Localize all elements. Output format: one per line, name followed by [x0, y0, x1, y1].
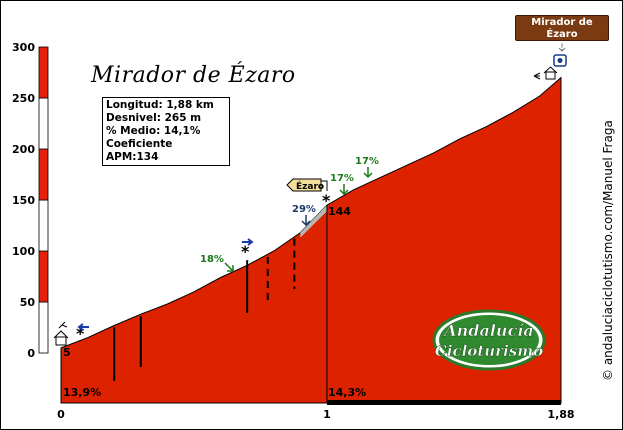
y-tick-label: 150 [12, 194, 35, 207]
start-house-icon [53, 321, 69, 346]
info-medio: % Medio: 14,1% [106, 125, 201, 137]
junction-asterisk-icon: * [322, 191, 331, 210]
ramp-17a-label: 17% [330, 173, 354, 184]
y-tick-label: 300 [12, 41, 35, 54]
scale-bar-segment [38, 97, 49, 150]
place-sign-ezaro: Ézaro [286, 178, 328, 192]
scale-bar-segment [38, 250, 49, 303]
summit-pointer-line [558, 42, 566, 52]
gradient-km0-label: 13,9% [63, 386, 101, 399]
bottom-axis-bar [326, 400, 561, 405]
y-tick-label: 50 [20, 296, 36, 309]
steep-section-highlight [300, 205, 327, 238]
ramp-18-label: 18% [200, 254, 224, 265]
ramp-17b-arrow-icon [363, 167, 373, 179]
scale-bar-segment [38, 46, 49, 99]
x-tick-labels: 0 1 1,88 [57, 408, 574, 421]
route-info-box: Longitud: 1,88 km Desnivel: 265 m % Medi… [102, 97, 230, 166]
gradient-km1-label: 14,3% [328, 386, 366, 399]
scale-bar-segment [38, 199, 49, 252]
summit-viewpoint-icon [533, 72, 541, 80]
gradient-marker-lines [113, 238, 296, 381]
x-tick-label: 1 [323, 408, 331, 421]
scale-bar-segment [38, 301, 49, 354]
scale-bar-segment [38, 148, 49, 201]
y-tick-label: 250 [12, 92, 35, 105]
info-desnivel: Desnivel: 265 m [106, 112, 202, 124]
ramp-17b-label: 17% [355, 156, 379, 167]
x-tick-label: 0 [57, 408, 65, 421]
ramp-17a-arrow-icon [339, 184, 349, 196]
chart-title: Mirador de Ézaro [91, 63, 296, 88]
place-sign-label: Ézaro [296, 180, 324, 192]
destination-sign: Mirador de Ézaro 270 m [515, 15, 609, 52]
y-tick-label: 0 [27, 347, 35, 360]
destination-name: Mirador de Ézaro [531, 17, 593, 40]
ramp-18-arrow-icon [224, 262, 234, 272]
km1-elevation-label: 144 [328, 205, 351, 218]
x-tick-label: 1,88 [547, 408, 574, 421]
start-elevation-label: 5 [63, 346, 71, 359]
junction-asterisk-icon: * [76, 324, 85, 343]
turn-arrow-icon [77, 323, 89, 331]
summit-house-icon [543, 66, 558, 80]
info-coeficiente: Coeficiente APM:134 [106, 138, 173, 163]
junction-asterisk-icon: * [241, 242, 250, 261]
y-tick-label: 100 [12, 245, 35, 258]
info-longitud: Longitud: 1,88 km [106, 99, 214, 111]
destination-elevation: 270 m [544, 41, 580, 52]
credit-text: © andaluciaciclotutismo.com/Manuel Fraga [601, 120, 615, 381]
ramp-29-label: 29% [292, 204, 316, 215]
y-tick-label: 200 [12, 143, 35, 156]
summit-camera-icon [553, 54, 567, 67]
y-tick-labels: 0 50 100 150 200 250 300 [12, 41, 35, 360]
turn-arrow-icon [242, 238, 254, 246]
elevation-scale-bar [38, 46, 49, 354]
ramp-29-arrow-icon [301, 215, 311, 227]
